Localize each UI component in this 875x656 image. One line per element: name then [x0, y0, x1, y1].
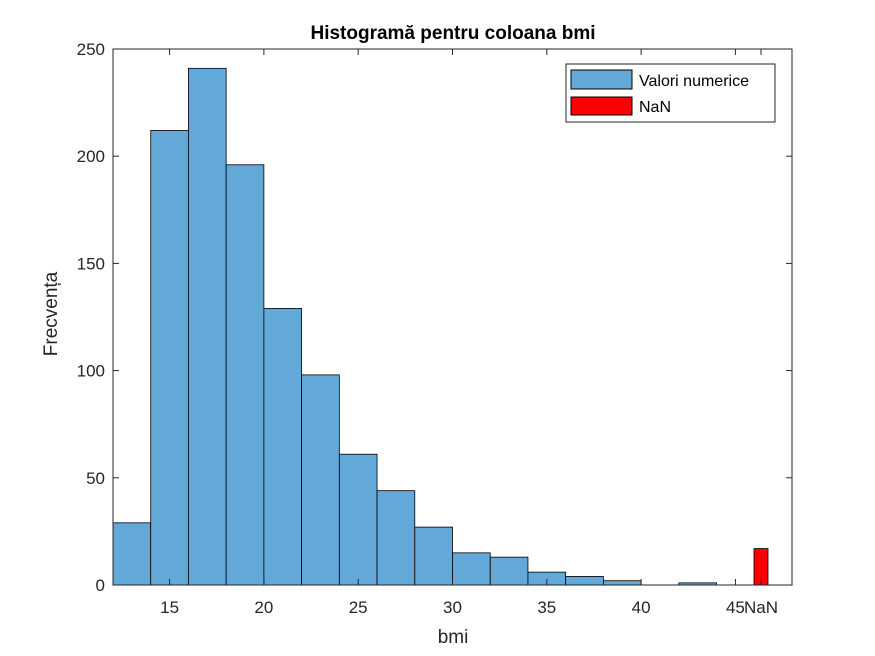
bar-bin-7 — [376, 490, 416, 586]
x-tick-label: 35 — [537, 598, 556, 617]
x-tick-label: 20 — [254, 598, 273, 617]
x-tick-label: 30 — [443, 598, 462, 617]
bar-bin-0 — [112, 522, 152, 586]
y-tick-label: 50 — [86, 469, 105, 488]
bar-bin-5 — [301, 374, 340, 586]
y-tick-label: 0 — [96, 576, 105, 595]
y-axis-label: Frecvența — [41, 271, 62, 356]
legend: Valori numerice NaN — [565, 63, 776, 123]
x-axis-label: bmi — [438, 627, 469, 648]
legend-label-valori-numerice: Valori numerice — [639, 73, 749, 90]
legend-swatch-nan — [570, 96, 633, 116]
x-tick-label: NaN — [744, 598, 778, 617]
legend-swatch-valori-numerice — [570, 69, 633, 90]
bar-bin-4 — [263, 308, 303, 586]
legend-label-nan: NaN — [639, 99, 671, 116]
bar-bin-6 — [338, 453, 378, 586]
chart-title: Histogramă pentru coloana bmi — [310, 23, 595, 44]
bar-bin-8 — [414, 526, 453, 586]
bar-bin-9 — [452, 552, 491, 586]
x-tick-label: 25 — [349, 598, 368, 617]
x-tick-label: 40 — [632, 598, 651, 617]
y-tick-label: 200 — [77, 147, 105, 166]
bar-bin-10 — [489, 556, 529, 586]
y-tick-label: 100 — [77, 362, 105, 381]
bar-bin-3 — [225, 164, 265, 586]
bars-group — [112, 67, 769, 586]
bar-bin-12 — [565, 576, 604, 586]
y-tick-label: 250 — [77, 40, 105, 59]
bar-bin-2 — [188, 67, 227, 586]
x-tick-label: 45 — [726, 598, 745, 617]
x-tick-label: 15 — [160, 598, 179, 617]
bar-bin-13 — [602, 580, 642, 586]
bar-bin-1 — [150, 130, 189, 586]
y-tick-label: 150 — [77, 254, 105, 273]
